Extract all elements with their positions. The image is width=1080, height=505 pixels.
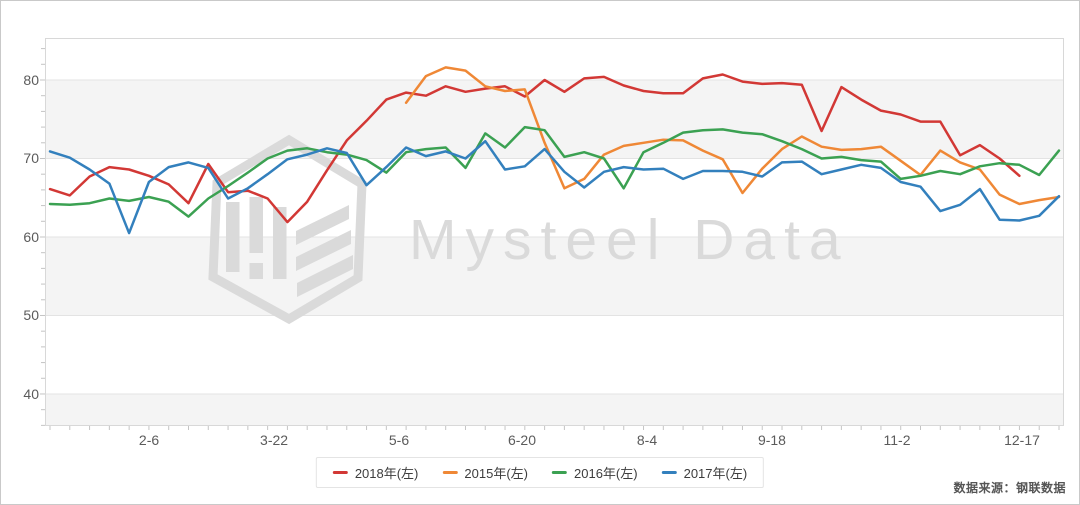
x-axis-label: 8-4 (636, 432, 658, 448)
logo-stripe (297, 255, 353, 297)
grid-band (45, 393, 1064, 426)
logo-bar (226, 202, 240, 272)
legend-item-2015[interactable]: 2015年(左) (442, 463, 528, 482)
legend-label-2016: 2016年(左) (574, 466, 638, 481)
x-axis-label: 9-18 (757, 432, 786, 448)
legend-marker-2018 (332, 471, 348, 474)
legend-marker-2017 (661, 471, 677, 474)
data-source-note: 数据来源：钢联数据 (953, 481, 1066, 495)
logo-bar (249, 197, 263, 253)
x-axis-label: 6-20 (507, 432, 536, 448)
y-axis-label: 40 (23, 385, 39, 402)
x-axis-label: 2-6 (138, 432, 160, 448)
watermark-text: Mysteel Data (409, 208, 850, 272)
legend-label-2015: 2015年(左) (464, 466, 528, 481)
series-line-2018 (48, 73, 1021, 224)
series-line-2016 (48, 125, 1061, 218)
legend-label-2017: 2017年(左) (683, 466, 748, 481)
y-axis-label: 70 (23, 150, 39, 167)
y-axis-label: 80 (23, 71, 39, 88)
legend-item-2017[interactable]: 2017年(左) (661, 463, 748, 482)
legend-item-2016[interactable]: 2016年(左) (552, 463, 638, 482)
logo-bar (273, 207, 287, 279)
legend-marker-2015 (442, 471, 458, 474)
legend-marker-2016 (552, 471, 567, 474)
y-axis-label: 60 (23, 228, 39, 245)
series-line-2017 (48, 139, 1061, 235)
legend-item-2018[interactable]: 2018年(左) (332, 463, 419, 482)
x-axis-label: 3-22 (260, 432, 289, 448)
logo-bar (249, 263, 263, 279)
plot-border (45, 38, 1064, 426)
x-axis-label: 11-2 (883, 432, 911, 448)
x-axis-label: 12-17 (1004, 432, 1040, 448)
legend: 2018年(左) 2015年(左) 2016年(左) 2017年(左) (315, 457, 765, 488)
series-line-2015 (404, 66, 1061, 206)
logo-stripe (296, 205, 349, 245)
x-axis-label: 5-6 (388, 432, 410, 448)
logo-stripe (296, 230, 351, 271)
y-axis-label: 50 (23, 307, 39, 324)
legend-label-2018: 2018年(左) (354, 466, 419, 481)
